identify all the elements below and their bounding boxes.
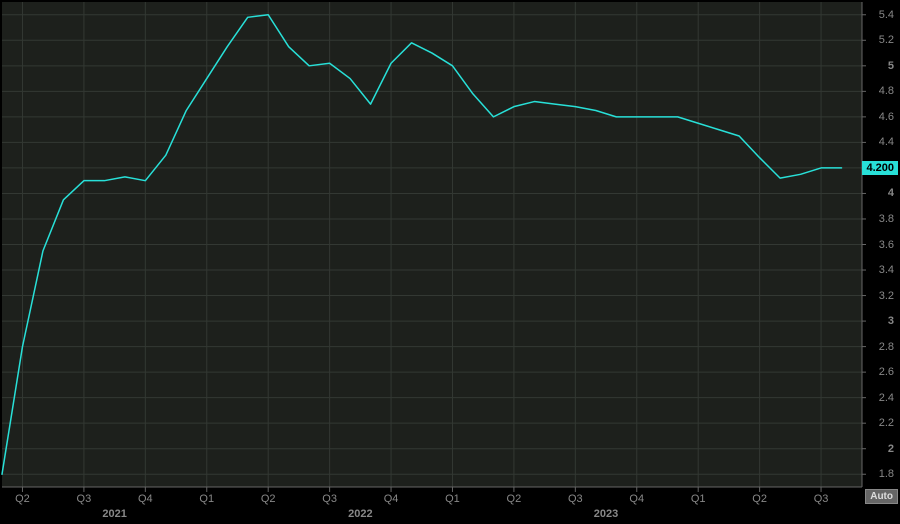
auto-scale-text: Auto	[870, 491, 893, 502]
x-quarter-label: Q2	[261, 493, 276, 505]
x-quarter-label: Q3	[322, 493, 337, 505]
x-quarter-label: Q2	[752, 493, 767, 505]
y-tick-label: 5.4	[879, 9, 894, 21]
x-quarter-label: Q4	[138, 493, 153, 505]
y-tick-label: 3.2	[879, 290, 894, 302]
y-tick-label: 3.6	[879, 239, 894, 251]
x-quarter-label: Q1	[691, 493, 706, 505]
y-tick-label: 2.2	[879, 417, 894, 429]
y-tick-label: 2.6	[879, 366, 894, 378]
y-tick-label: 4.4	[879, 136, 894, 148]
current-value-badge: 4.200	[862, 161, 898, 175]
x-quarter-label: Q3	[77, 493, 92, 505]
x-quarter-label: Q1	[445, 493, 460, 505]
x-year-label: 2022	[348, 508, 372, 520]
y-tick-label: 2.4	[879, 392, 894, 404]
y-tick-label: 4	[888, 187, 894, 199]
x-quarter-label: Q2	[15, 493, 30, 505]
current-value-text: 4.200	[866, 162, 894, 174]
y-tick-label: 4.6	[879, 111, 894, 123]
y-tick-label: 5.2	[879, 34, 894, 46]
chart-container: 1.822.22.42.62.833.23.43.63.844.24.44.64…	[0, 0, 900, 524]
line-chart[interactable]	[0, 0, 900, 524]
y-tick-label: 3.4	[879, 264, 894, 276]
y-tick-label: 5	[888, 60, 894, 72]
y-tick-label: 3	[888, 315, 894, 327]
x-year-label: 2023	[594, 508, 618, 520]
y-tick-label: 4.8	[879, 85, 894, 97]
y-tick-label: 1.8	[879, 468, 894, 480]
x-quarter-label: Q4	[384, 493, 399, 505]
x-quarter-label: Q2	[507, 493, 522, 505]
x-year-label: 2021	[102, 508, 126, 520]
x-quarter-label: Q1	[199, 493, 214, 505]
y-tick-label: 2	[888, 443, 894, 455]
x-quarter-label: Q3	[814, 493, 829, 505]
x-quarter-label: Q3	[568, 493, 583, 505]
auto-scale-badge[interactable]: Auto	[865, 489, 898, 504]
y-tick-label: 2.8	[879, 341, 894, 353]
y-tick-label: 3.8	[879, 213, 894, 225]
x-quarter-label: Q4	[629, 493, 644, 505]
